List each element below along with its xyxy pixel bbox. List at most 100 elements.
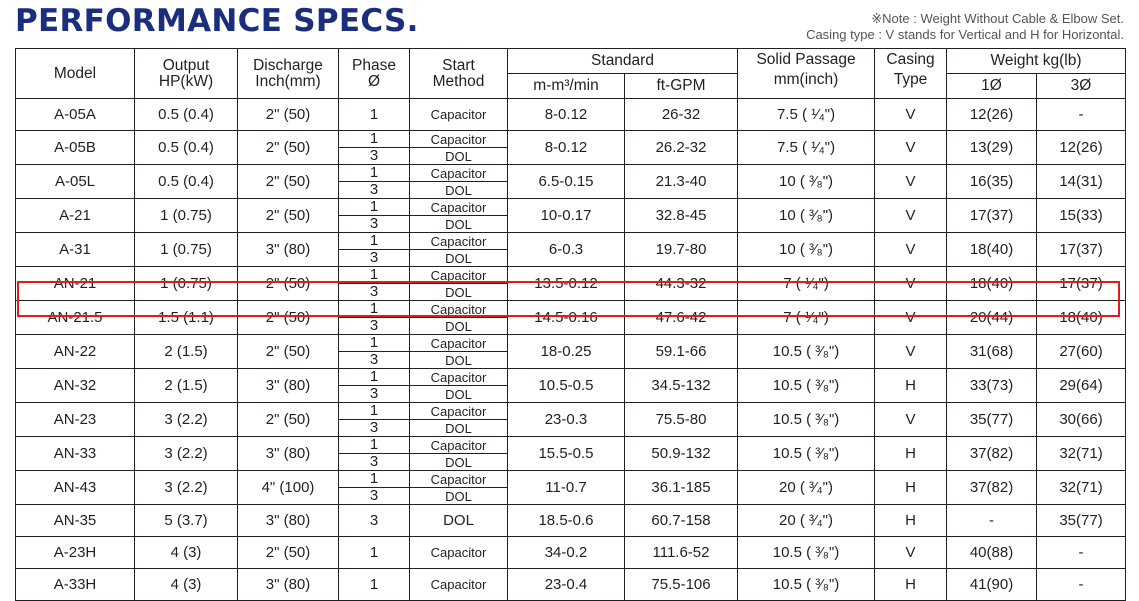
cell-m: 10-0.17 [507,198,625,233]
cell-model: A-33H [15,568,135,601]
cell-model: A-23H [15,536,135,569]
cell-model: AN-21.5 [15,300,135,335]
cell-model: A-05L [15,164,135,199]
cell-discharge: 3" (80) [237,504,339,537]
cell-w1: 37(82) [946,436,1038,471]
cell-solid: 20 ( ³⁄₄") [737,504,876,537]
cell-w1: 41(90) [946,568,1038,601]
cell-w1: 12(26) [946,98,1038,131]
cell-solid: 7 ( ¹⁄₄") [737,300,876,335]
cell-m: 6-0.3 [507,232,625,267]
cell-method: Capacitor [409,436,508,454]
cell-w1: - [946,504,1038,537]
cell-solid: 7.5 ( ¹⁄₄") [737,130,876,165]
cell-ft: 36.1-185 [623,470,739,505]
cell-w1: 18(40) [946,232,1038,267]
cell-phase: 1 [338,436,410,454]
cell-phase: 3 [338,215,410,233]
table-row: AN-32 2 (1.5) 3" (80) 1 Capacitor 10.5-0.5 34.… [15,368,1127,403]
table-row: A-05B 0.5 (0.4) 2" (50) 1 Capacitor 8-0.12 26.… [15,130,1127,165]
table-row: AN-21 1 (0.75) 2" (50) 1 Capacitor 13.5-0.12 4… [15,266,1127,301]
cell-model: AN-33 [15,436,135,471]
header-output-l1: Output [162,56,210,74]
cell-model: A-21 [15,198,135,233]
header-start-l2: Method [432,72,485,90]
cell-method: DOL [409,504,508,537]
note: ※Note : Weight Without Cable & Elbow Set… [806,11,1124,43]
cell-solid: 10 ( ³⁄₈") [737,198,876,233]
cell-phase: 1 [338,98,410,131]
note-casing: Casing type : V stands for Vertical and … [806,27,1124,42]
cell-discharge: 2" (50) [237,536,339,569]
cell-phase: 3 [338,487,410,505]
cell-output: 2 (1.5) [134,368,238,403]
cell-m: 34-0.2 [507,536,625,569]
table-row: AN-23 3 (2.2) 2" (50) 1 Capacitor 23-0.3 75.5-… [15,402,1127,437]
cell-solid: 7 ( ¹⁄₄") [737,266,876,301]
cell-method: Capacitor [409,98,508,131]
header-casing: Casing Type [874,48,948,99]
table-row-sub: 3 DOL [16,283,1126,301]
cell-phase: 1 [338,568,410,601]
cell-m: 18.5-0.6 [507,504,625,537]
cell-output: 3 (2.2) [134,402,238,437]
cell-phase: 1 [338,130,410,148]
header-casing-l1: Casing [886,51,935,68]
cell-model: AN-43 [15,470,135,505]
cell-phase: 3 [338,147,410,165]
cell-phase: 1 [338,266,410,284]
cell-casing: H [874,436,948,471]
cell-model: A-31 [15,232,135,267]
cell-output: 1 (0.75) [134,266,238,301]
header-weight-1: 1Ø [946,73,1038,99]
specs-table: Model Output HP(kW) Discharge Inch(mm) Pha… [15,48,1127,601]
cell-m: 8-0.12 [507,98,625,131]
table-row-sub: 3 DOL [16,181,1126,199]
cell-casing: H [874,504,948,537]
cell-ft: 34.5-132 [623,368,739,403]
cell-discharge: 2" (50) [237,164,339,199]
cell-ft: 32.8-45 [623,198,739,233]
cell-method: Capacitor [409,368,508,386]
cell-method: DOL [409,283,508,301]
header-discharge: Discharge Inch(mm) [237,48,339,99]
cell-casing: V [874,536,948,569]
cell-model: AN-35 [15,504,135,537]
cell-m: 18-0.25 [507,334,625,369]
cell-phase: 1 [338,470,410,488]
cell-ft: 19.7-80 [623,232,739,267]
cell-discharge: 3" (80) [237,568,339,601]
cell-w3: 17(37) [1036,232,1127,267]
cell-solid: 10.5 ( ³⁄₈") [737,436,876,471]
cell-casing: V [874,300,948,335]
cell-w1: 18(40) [946,266,1038,301]
cell-model: A-05A [15,98,135,131]
cell-m: 13.5-0.12 [507,266,625,301]
cell-m: 10.5-0.5 [507,368,625,403]
cell-output: 0.5 (0.4) [134,164,238,199]
cell-output: 0.5 (0.4) [134,130,238,165]
cell-discharge: 2" (50) [237,334,339,369]
cell-casing: V [874,198,948,233]
cell-w1: 33(73) [946,368,1038,403]
cell-method: Capacitor [409,536,508,569]
table-row: AN-43 3 (2.2) 4" (100) 1 Capacitor 11-0.7 36.1… [15,470,1127,505]
cell-output: 2 (1.5) [134,334,238,369]
cell-solid: 10.5 ( ³⁄₈") [737,402,876,437]
header-output: Output HP(kW) [134,48,238,99]
cell-casing: V [874,334,948,369]
table-row: A-05L 0.5 (0.4) 2" (50) 1 Capacitor 6.5-0.15 2… [15,164,1127,199]
table-row: AN-33 3 (2.2) 3" (80) 1 Capacitor 15.5-0.5 50.… [15,436,1127,471]
cell-casing: V [874,266,948,301]
header-casing-l2: Type [893,71,928,88]
cell-w1: 35(77) [946,402,1038,437]
cell-ft: 75.5-106 [623,568,739,601]
cell-output: 3 (2.2) [134,470,238,505]
cell-model: AN-32 [15,368,135,403]
cell-w3: 27(60) [1036,334,1127,369]
cell-output: 1 (0.75) [134,232,238,267]
cell-method: DOL [409,181,508,199]
cell-casing: H [874,368,948,403]
cell-w3: 35(77) [1036,504,1127,537]
cell-ft: 50.9-132 [623,436,739,471]
